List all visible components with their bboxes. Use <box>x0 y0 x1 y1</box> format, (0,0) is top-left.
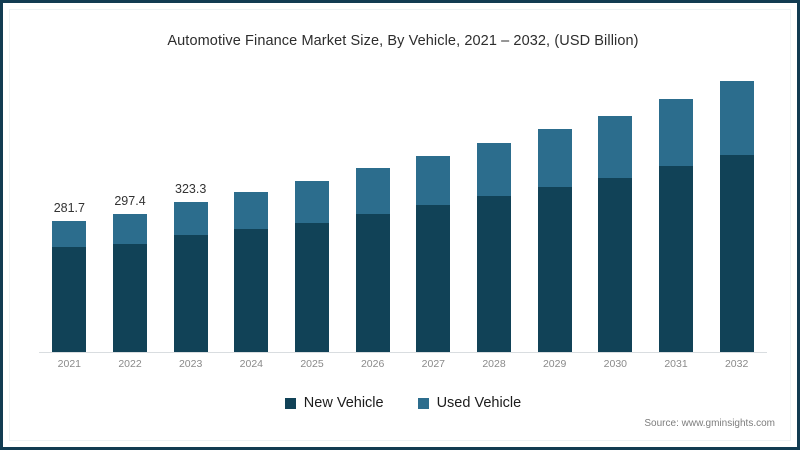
x-tick-2022: 2022 <box>118 358 142 370</box>
chart-legend: New Vehicle Used Vehicle <box>3 395 797 411</box>
bar-2029[interactable] <box>537 129 572 352</box>
bar-2022[interactable] <box>113 213 147 352</box>
bar-2031[interactable] <box>659 98 693 352</box>
bar-segment-new-vehicle <box>234 228 269 352</box>
bar-2030[interactable] <box>598 115 633 352</box>
bar-segment-new-vehicle <box>477 195 511 352</box>
bar-2024[interactable] <box>234 191 269 352</box>
x-tick-2032: 2032 <box>724 358 749 370</box>
x-tick-2030: 2030 <box>603 358 627 370</box>
x-tick-2027: 2027 <box>421 358 445 370</box>
page-title: Automotive Finance Market Size, By Vehic… <box>167 33 639 49</box>
bar-segment-used-vehicle <box>113 213 147 244</box>
bar-2032[interactable] <box>719 80 754 352</box>
bar-segment-used-vehicle <box>477 143 511 196</box>
bar-segment-new-vehicle <box>295 222 329 352</box>
bar-2023[interactable] <box>173 201 208 352</box>
legend-item-new-vehicle[interactable]: New Vehicle <box>284 395 384 411</box>
bar-segment-used-vehicle <box>52 221 87 247</box>
bar-segment-new-vehicle <box>719 154 754 352</box>
bar-value-label-2021: 281.7 <box>53 201 85 216</box>
x-tick-2026: 2026 <box>360 358 385 370</box>
x-tick-2028: 2028 <box>482 358 506 370</box>
bar-segment-used-vehicle <box>173 201 208 236</box>
x-tick-2021: 2021 <box>57 358 81 370</box>
bar-value-label-2023: 323.3 <box>175 181 207 196</box>
bar-segment-new-vehicle <box>52 246 87 352</box>
legend-label-used-vehicle: Used Vehicle <box>436 395 522 411</box>
axis-baseline <box>39 352 767 353</box>
bar-segment-used-vehicle <box>295 180 329 223</box>
x-tick-2029: 2029 <box>542 358 567 370</box>
x-tick-2031: 2031 <box>664 358 688 370</box>
bar-segment-new-vehicle <box>598 178 633 352</box>
bar-2021[interactable] <box>52 221 87 352</box>
legend-label-new-vehicle: New Vehicle <box>303 395 384 411</box>
x-tick-2023: 2023 <box>178 358 203 370</box>
bar-segment-new-vehicle <box>173 235 208 352</box>
bar-segment-new-vehicle <box>537 186 572 352</box>
bar-2028[interactable] <box>477 143 511 352</box>
legend-swatch-used-vehicle <box>417 397 429 409</box>
bar-segment-new-vehicle <box>659 166 693 352</box>
bar-2027[interactable] <box>416 155 451 352</box>
bar-segment-used-vehicle <box>598 115 633 179</box>
bar-segment-used-vehicle <box>355 168 390 215</box>
bar-segment-new-vehicle <box>113 243 147 352</box>
x-tick-2024: 2024 <box>239 358 263 370</box>
x-tick-2025: 2025 <box>300 358 324 370</box>
bar-segment-used-vehicle <box>416 155 451 205</box>
bar-segment-used-vehicle <box>719 80 754 155</box>
plot-area <box>39 65 767 353</box>
bar-segment-used-vehicle <box>659 98 693 167</box>
bar-segment-used-vehicle <box>234 191 269 229</box>
bar-segment-new-vehicle <box>355 214 390 352</box>
bar-segment-used-vehicle <box>537 129 572 187</box>
bar-segment-new-vehicle <box>416 204 451 352</box>
bar-2026[interactable] <box>355 168 390 352</box>
bar-2025[interactable] <box>295 180 329 352</box>
legend-item-used-vehicle[interactable]: Used Vehicle <box>417 395 522 411</box>
bar-value-label-2022: 297.4 <box>114 193 146 208</box>
source-attribution: Source: www.gminsights.com <box>644 418 775 429</box>
legend-swatch-new-vehicle <box>284 397 296 409</box>
